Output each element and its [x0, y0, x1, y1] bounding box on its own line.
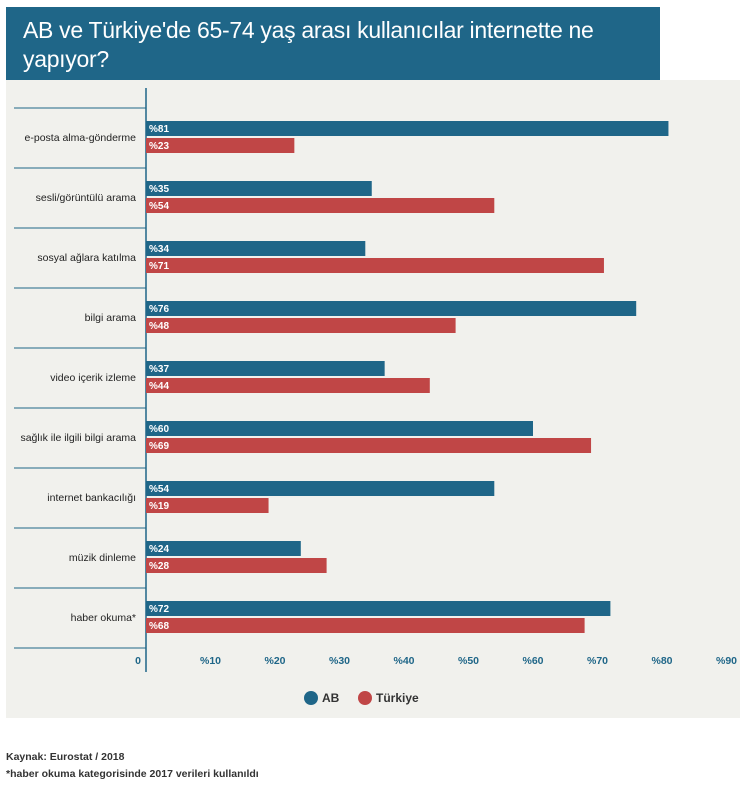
- bar: [146, 258, 604, 273]
- bar: [146, 421, 533, 436]
- data-label: %23: [149, 141, 169, 152]
- bar-chart: e-posta alma-gönderme %81 %23 sesli/görüntü…: [14, 88, 737, 705]
- data-label: %28: [149, 561, 169, 572]
- category-label: sağlık ile ilgili bilgi arama: [20, 432, 136, 444]
- bar: [146, 181, 372, 196]
- bar: [146, 301, 637, 316]
- legend-label: Türkiye: [376, 691, 419, 705]
- x-tick-label: %30: [329, 655, 350, 667]
- bar: [146, 498, 269, 513]
- footer: Kaynak: Eurostat / 2018 *haber okuma kat…: [6, 749, 259, 783]
- chart-title: AB ve Türkiye'de 65-74 yaş arası kullanı…: [6, 7, 660, 80]
- category-label: haber okuma*: [71, 612, 136, 624]
- category-label: e-posta alma-gönderme: [25, 132, 137, 144]
- bar: [146, 618, 585, 633]
- x-tick-label: %20: [264, 655, 285, 667]
- x-tick-label: 0: [135, 655, 141, 667]
- x-tick-label: %90: [716, 655, 737, 667]
- category-label: müzik dinleme: [69, 552, 136, 564]
- data-label: %44: [149, 381, 169, 392]
- bar: [146, 558, 327, 573]
- bar: [146, 481, 495, 496]
- category-label: sosyal ağlara katılma: [37, 252, 136, 264]
- x-tick-label: %40: [393, 655, 414, 667]
- x-tick-label: %50: [458, 655, 479, 667]
- category-label: video içerik izleme: [50, 372, 136, 384]
- legend-marker: [304, 691, 318, 705]
- bar: [146, 121, 669, 136]
- source-note: Kaynak: Eurostat / 2018: [6, 751, 125, 763]
- x-tick-label: %80: [651, 655, 672, 667]
- data-label: %60: [149, 424, 169, 435]
- data-label: %68: [149, 621, 169, 632]
- data-label: %71: [149, 261, 169, 272]
- data-label: %24: [149, 544, 169, 555]
- bar: [146, 241, 366, 256]
- bar: [146, 438, 592, 453]
- data-label: %37: [149, 364, 169, 375]
- footnote: *haber okuma kategorisinde 2017 verileri…: [6, 768, 259, 780]
- data-label: %19: [149, 501, 169, 512]
- data-label: %76: [149, 304, 169, 315]
- bar: [146, 198, 495, 213]
- bar: [146, 378, 430, 393]
- data-label: %81: [149, 124, 169, 135]
- bar: [146, 541, 301, 556]
- bar: [146, 601, 611, 616]
- data-label: %35: [149, 184, 169, 195]
- data-label: %34: [149, 244, 169, 255]
- data-label: %48: [149, 321, 169, 332]
- bar: [146, 361, 385, 376]
- chart-panel: e-posta alma-gönderme %81 %23 sesli/görüntü…: [6, 80, 740, 718]
- category-label: sesli/görüntülü arama: [36, 192, 137, 204]
- data-label: %69: [149, 441, 169, 452]
- data-label: %54: [149, 484, 169, 495]
- category-label: bilgi arama: [85, 312, 137, 324]
- data-label: %54: [149, 201, 169, 212]
- legend-label: AB: [322, 691, 340, 705]
- category-label: internet bankacılığı: [47, 492, 136, 504]
- x-tick-label: %70: [587, 655, 608, 667]
- data-label: %72: [149, 604, 169, 615]
- bar: [146, 318, 456, 333]
- x-tick-label: %10: [200, 655, 221, 667]
- x-tick-label: %60: [522, 655, 543, 667]
- legend-marker: [358, 691, 372, 705]
- bar: [146, 138, 295, 153]
